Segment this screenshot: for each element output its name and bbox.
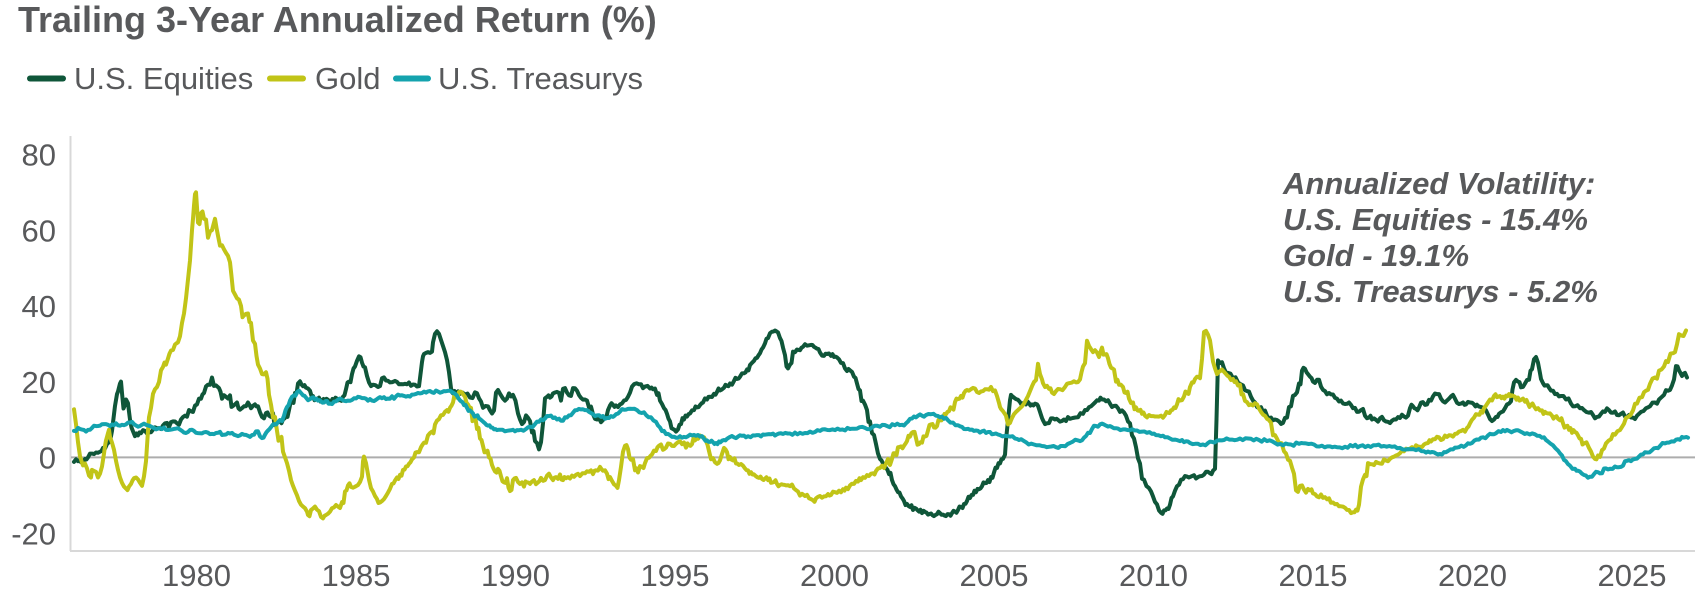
svg-text:2000: 2000 <box>800 558 869 593</box>
svg-text:2015: 2015 <box>1279 558 1348 593</box>
svg-text:1980: 1980 <box>162 558 231 593</box>
svg-text:40: 40 <box>22 289 56 324</box>
svg-text:U.S. Treasurys: U.S. Treasurys <box>438 61 643 96</box>
svg-text:1990: 1990 <box>481 558 550 593</box>
svg-text:60: 60 <box>22 213 56 248</box>
svg-text:2025: 2025 <box>1598 558 1667 593</box>
svg-text:-20: -20 <box>11 516 56 551</box>
svg-text:2010: 2010 <box>1119 558 1188 593</box>
svg-text:U.S. Treasurys - 5.2%: U.S. Treasurys - 5.2% <box>1283 274 1598 309</box>
svg-text:Trailing 3-Year Annualized Ret: Trailing 3-Year Annualized Return (%) <box>18 0 657 40</box>
svg-text:Gold: Gold <box>315 61 380 96</box>
svg-text:0: 0 <box>39 441 56 476</box>
svg-text:80: 80 <box>22 138 56 173</box>
svg-text:U.S. Equities: U.S. Equities <box>74 61 253 96</box>
svg-text:2005: 2005 <box>960 558 1029 593</box>
svg-text:U.S. Equities - 15.4%: U.S. Equities - 15.4% <box>1283 202 1588 237</box>
svg-text:2020: 2020 <box>1438 558 1507 593</box>
svg-text:1995: 1995 <box>641 558 710 593</box>
svg-text:Gold - 19.1%: Gold - 19.1% <box>1283 238 1469 273</box>
svg-text:Annualized Volatility:: Annualized Volatility: <box>1282 166 1595 201</box>
svg-text:20: 20 <box>22 365 56 400</box>
svg-text:1985: 1985 <box>322 558 391 593</box>
